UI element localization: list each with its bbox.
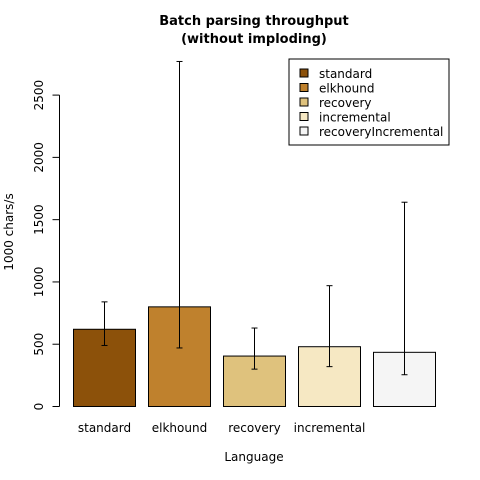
legend-entry: elkhound bbox=[319, 82, 374, 96]
chart-title: Batch parsing throughput bbox=[159, 14, 349, 29]
error-bar bbox=[326, 285, 333, 368]
x-axis-label: Language bbox=[224, 450, 283, 464]
error-bars bbox=[101, 60, 408, 376]
y-tick-label: 1500 bbox=[32, 204, 46, 235]
x-tick-label: recovery bbox=[228, 421, 281, 435]
x-tick-label: elkhound bbox=[152, 421, 207, 435]
x-tick-label: incremental bbox=[294, 421, 366, 435]
legend-entry: standard bbox=[319, 67, 372, 81]
legend-swatch bbox=[299, 83, 309, 92]
y-tick-label: 2000 bbox=[32, 142, 46, 173]
error-bar bbox=[401, 201, 408, 376]
error-bar bbox=[251, 327, 258, 370]
legend: standardelkhoundrecoveryincrementalrecov… bbox=[288, 58, 450, 146]
x-tick-label: standard bbox=[78, 421, 131, 435]
legend-swatch bbox=[299, 68, 309, 78]
error-bar bbox=[176, 60, 183, 349]
error-bar bbox=[101, 301, 108, 346]
legend-swatch bbox=[299, 126, 309, 136]
y-axis-label: 1000 chars/s bbox=[2, 193, 16, 270]
legend-entry: incremental bbox=[319, 111, 391, 125]
chart-subtitle: (without imploding) bbox=[181, 32, 327, 47]
legend-entry: recoveryIncremental bbox=[319, 125, 443, 139]
y-tick-label: 1000 bbox=[32, 267, 46, 298]
y-axis: 0 500 1000 1500 2000 2500 bbox=[32, 80, 60, 410]
x-axis-labels: standard elkhound recovery incremental bbox=[78, 421, 365, 435]
y-tick-label: 0 bbox=[32, 403, 46, 411]
legend-swatch bbox=[299, 97, 309, 107]
legend-entry: recovery bbox=[319, 96, 372, 110]
legend-box bbox=[288, 58, 450, 146]
y-tick-label: 500 bbox=[32, 333, 46, 356]
legend-swatch bbox=[299, 112, 309, 121]
y-tick-label: 2500 bbox=[32, 80, 46, 111]
